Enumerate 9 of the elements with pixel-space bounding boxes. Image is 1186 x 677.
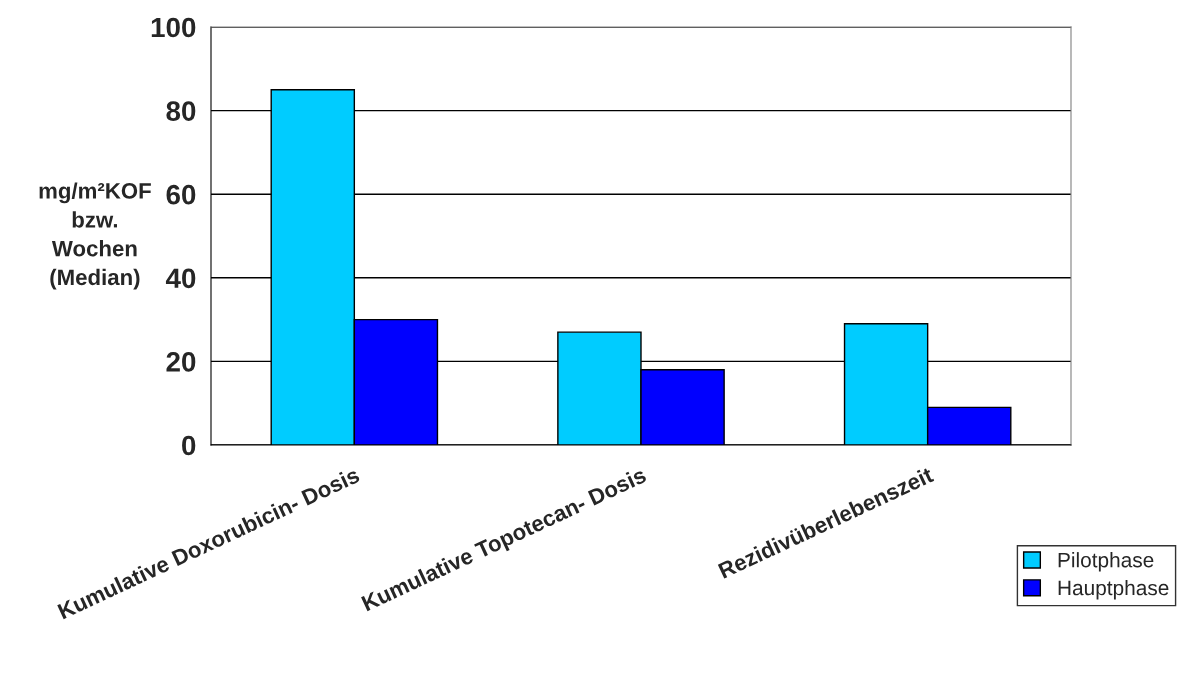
y-tick-label: 80	[166, 101, 196, 121]
y-tick-label: 40	[165, 268, 196, 289]
legend-label: Pilotphase	[1058, 552, 1154, 572]
legend-label: Hauptphase	[1058, 579, 1169, 600]
y-tick-label: 100	[151, 17, 196, 38]
y-tick-label: 0	[182, 435, 196, 456]
y-axis-title: mg/m²KOF bzw. Wochen (Median)	[39, 182, 151, 290]
y-tick-label: 60	[166, 184, 196, 205]
y-tick-label: 20	[166, 352, 196, 372]
